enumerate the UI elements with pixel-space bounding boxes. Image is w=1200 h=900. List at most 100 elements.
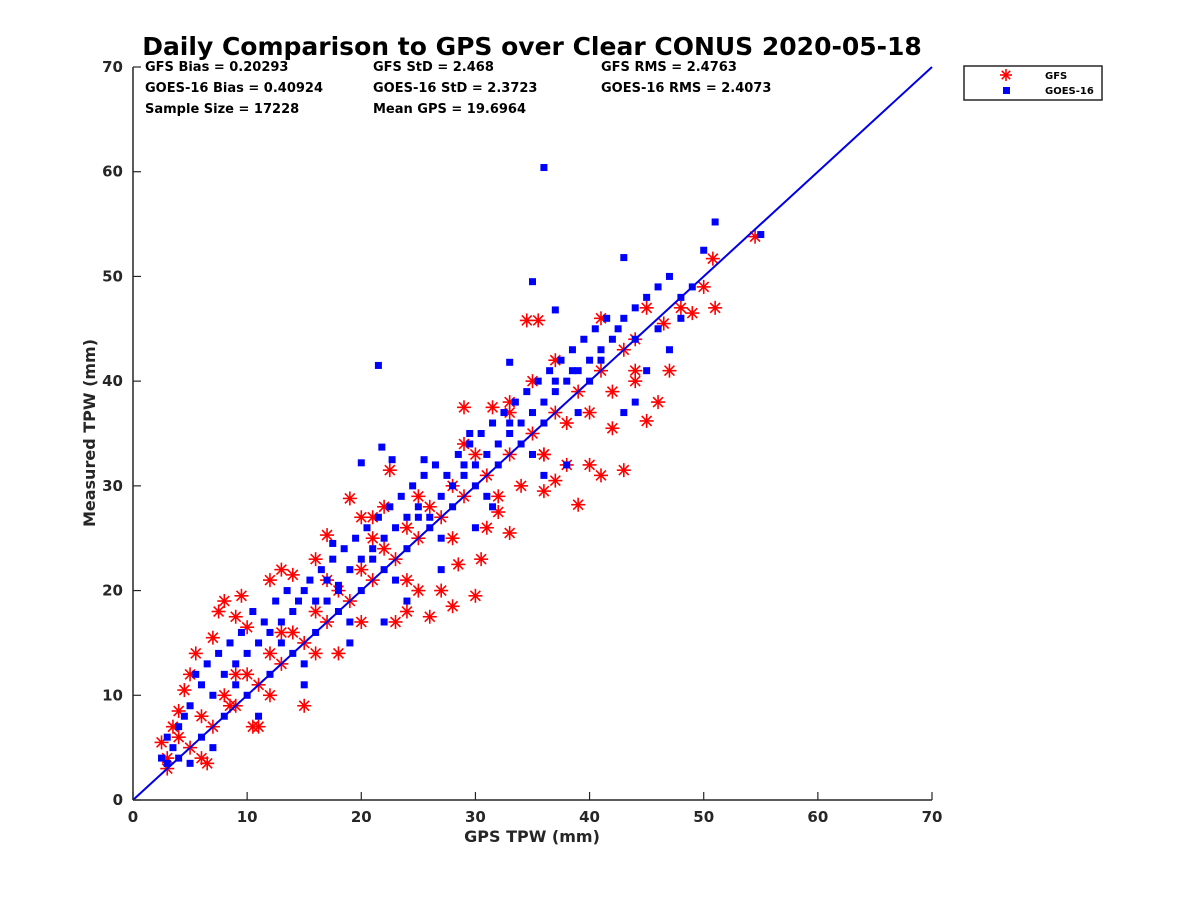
goes16-point bbox=[500, 409, 508, 417]
gfs-point bbox=[559, 416, 574, 431]
goes16-point bbox=[277, 639, 285, 647]
goes16-point bbox=[523, 388, 531, 396]
legend-goes16-marker bbox=[1003, 87, 1010, 94]
goes16-point bbox=[403, 597, 411, 605]
gfs-point bbox=[422, 499, 437, 514]
goes16-point bbox=[477, 430, 485, 437]
gfs-point bbox=[536, 447, 551, 462]
goes16-point bbox=[277, 618, 285, 626]
gfs-point bbox=[399, 604, 414, 619]
gfs-point bbox=[445, 531, 460, 546]
goes16-point bbox=[329, 555, 337, 563]
goes16-point bbox=[540, 471, 548, 479]
gfs-point bbox=[194, 709, 209, 724]
goes16-point bbox=[232, 660, 240, 668]
y-axis-label: Measured TPW (mm) bbox=[80, 339, 99, 527]
gfs-point bbox=[217, 688, 232, 703]
gfs-point bbox=[673, 300, 688, 315]
goes16-point bbox=[192, 670, 200, 678]
goes16-point bbox=[460, 461, 468, 469]
goes16-point bbox=[460, 471, 468, 479]
goes16-point bbox=[346, 618, 354, 626]
goes16-point bbox=[363, 524, 371, 532]
goes16-point bbox=[586, 356, 594, 364]
goes16-point bbox=[323, 597, 331, 605]
goes16-point bbox=[300, 681, 308, 689]
goes16-point bbox=[466, 430, 474, 437]
goes16-point bbox=[369, 545, 377, 553]
gfs-point bbox=[639, 413, 654, 428]
goes16-point bbox=[163, 759, 171, 767]
goes16-point bbox=[249, 608, 257, 616]
goes16-point bbox=[711, 218, 719, 226]
goes16-point bbox=[431, 461, 439, 469]
goes16-point bbox=[186, 759, 194, 767]
goes16-point bbox=[568, 367, 576, 375]
goes16-point bbox=[232, 681, 240, 689]
gfs-point bbox=[536, 484, 551, 499]
gfs-point bbox=[274, 625, 289, 640]
gfs-point bbox=[200, 756, 215, 771]
gfs-point bbox=[320, 528, 335, 543]
gfs-point bbox=[531, 313, 546, 328]
goes16-point bbox=[665, 346, 673, 354]
goes16-point bbox=[574, 409, 582, 417]
legend-gfs-label: GFS bbox=[1045, 71, 1067, 82]
goes16-point bbox=[306, 576, 314, 584]
goes16-point bbox=[506, 358, 514, 366]
goes16-point bbox=[386, 503, 394, 511]
gfs-point bbox=[411, 583, 426, 598]
goes16-point bbox=[620, 409, 628, 417]
goes16-point bbox=[255, 712, 263, 720]
goes16-point bbox=[700, 246, 708, 254]
goes16-point bbox=[654, 283, 662, 291]
plot-area bbox=[132, 66, 933, 801]
goes16-point bbox=[266, 628, 274, 636]
gfs-point bbox=[262, 646, 277, 661]
gfs-point bbox=[251, 719, 266, 734]
goes16-point bbox=[631, 398, 639, 406]
gfs-point bbox=[479, 520, 494, 535]
goes16-point bbox=[603, 314, 611, 322]
goes16-point bbox=[346, 566, 354, 574]
goes16-point bbox=[591, 325, 599, 333]
goes16-point bbox=[209, 691, 217, 699]
goes16-point bbox=[403, 513, 411, 521]
goes16-point bbox=[317, 566, 325, 574]
goes16-point bbox=[471, 524, 479, 532]
gfs-point bbox=[388, 614, 403, 629]
x-tick-label: 40 bbox=[579, 808, 600, 826]
goes16-point bbox=[197, 681, 205, 689]
gfs-point bbox=[582, 405, 597, 420]
legend-box bbox=[963, 65, 1103, 101]
y-tick-label: 70 bbox=[102, 58, 123, 76]
goes16-point bbox=[180, 712, 188, 720]
goes16-point bbox=[380, 618, 388, 626]
gfs-point bbox=[451, 557, 466, 572]
y-tick-label: 10 bbox=[102, 686, 123, 704]
goes16-point bbox=[283, 587, 291, 595]
gfs-point bbox=[399, 573, 414, 588]
x-tick-label: 70 bbox=[922, 808, 943, 826]
goes16-point bbox=[420, 471, 428, 479]
goes16-point bbox=[494, 440, 502, 448]
gfs-point bbox=[177, 683, 192, 698]
gfs-point bbox=[205, 630, 220, 645]
gfs-point bbox=[297, 698, 312, 713]
goes16-point bbox=[574, 367, 582, 375]
goes16-point bbox=[506, 430, 514, 437]
x-tick-label: 0 bbox=[128, 808, 138, 826]
goes16-point bbox=[260, 618, 268, 626]
goes16-point bbox=[557, 356, 565, 364]
goes16-point bbox=[614, 325, 622, 333]
gfs-point bbox=[228, 667, 243, 682]
y-tick-label: 40 bbox=[102, 372, 123, 390]
goes16-point bbox=[597, 356, 605, 364]
goes16-point bbox=[392, 576, 400, 584]
goes16-point bbox=[374, 361, 382, 369]
goes16-point bbox=[489, 419, 497, 427]
goes16-point bbox=[380, 534, 388, 542]
gfs-point bbox=[696, 279, 711, 294]
chart-title: Daily Comparison to GPS over Clear CONUS… bbox=[142, 32, 922, 61]
goes16-point bbox=[237, 628, 245, 636]
